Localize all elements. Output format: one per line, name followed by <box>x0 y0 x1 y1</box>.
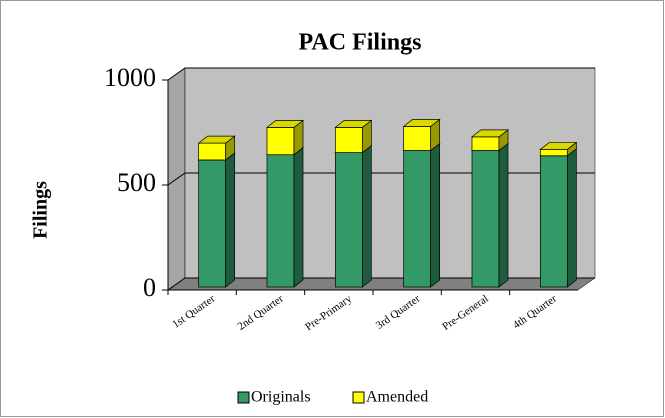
legend-swatch <box>352 391 365 404</box>
bar-segment <box>403 150 432 288</box>
bar-side <box>225 152 236 288</box>
bar-side <box>430 142 441 288</box>
bar-top <box>265 120 305 128</box>
bar-side <box>498 142 509 288</box>
bar-segment <box>198 142 227 161</box>
legend-swatch <box>237 391 250 404</box>
bar-segment <box>403 125 432 151</box>
bar-segment <box>198 159 227 288</box>
bar-top <box>402 118 441 127</box>
bar-segment <box>266 154 295 288</box>
bar-segment <box>334 127 363 153</box>
y-tick-label: 1000 <box>104 63 156 92</box>
bar-top <box>334 120 373 128</box>
bar-top <box>197 135 236 144</box>
chart-title: PAC Filings <box>299 30 422 56</box>
grid-line <box>167 67 595 81</box>
bar-top <box>470 129 510 138</box>
y-tick-label: 500 <box>117 168 156 197</box>
bar-segment <box>266 127 295 156</box>
y-axis-label: Filings <box>30 181 52 239</box>
legend-label: Originals <box>251 389 311 406</box>
bar-segment <box>471 136 500 151</box>
bar-segment <box>334 152 363 288</box>
grid-line <box>167 277 595 291</box>
grid-line <box>167 172 595 186</box>
y-tick-label: 0 <box>143 273 156 302</box>
bar-top <box>539 142 578 150</box>
bar-side <box>566 148 577 288</box>
bar-segment <box>539 149 568 157</box>
bar-side <box>293 146 304 288</box>
bar-segment <box>539 155 568 288</box>
legend-label: Amended <box>366 389 428 406</box>
bar-segment <box>471 150 500 288</box>
bar-side <box>361 144 372 288</box>
